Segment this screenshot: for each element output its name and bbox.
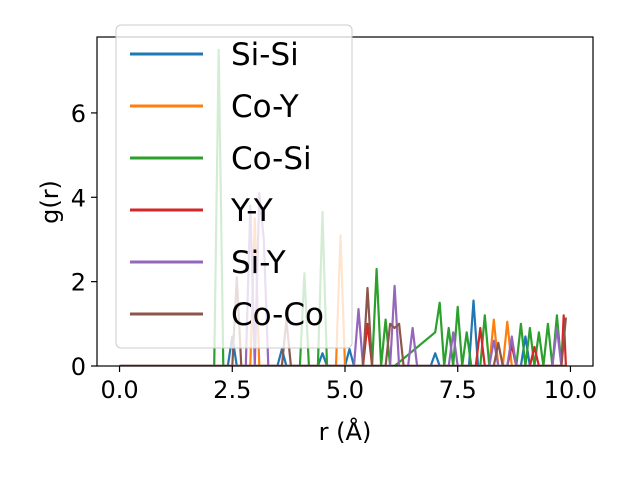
- legend-label: Si-Si: [231, 37, 299, 73]
- y-tick-label: 0: [71, 353, 86, 381]
- legend-label: Co-Si: [231, 141, 312, 177]
- legend-label: Y-Y: [230, 193, 273, 229]
- series-line-co-co: [119, 276, 567, 366]
- legend: Si-Si Co-Y Co-Si Y-Y Si-Y Co-Co: [115, 24, 353, 349]
- y-tick-label: 2: [71, 269, 86, 297]
- legend-label: Co-Co: [231, 297, 324, 333]
- y-tick-label: 4: [71, 184, 86, 212]
- y-axis-label: g(r): [36, 180, 64, 224]
- x-axis: 0.0 2.5 5.0 7.5 10.0: [100, 366, 597, 404]
- x-tick-label: 0.0: [100, 376, 138, 404]
- y-axis: 0 2 4 6: [71, 100, 97, 381]
- x-tick-label: 5.0: [326, 376, 364, 404]
- legend-label: Co-Y: [231, 89, 299, 125]
- y-tick-label: 6: [71, 100, 86, 128]
- x-tick-label: 10.0: [544, 376, 597, 404]
- legend-label: Si-Y: [231, 245, 286, 281]
- x-tick-label: 7.5: [439, 376, 477, 404]
- x-axis-label: r (Å): [319, 417, 372, 446]
- x-tick-label: 2.5: [213, 376, 251, 404]
